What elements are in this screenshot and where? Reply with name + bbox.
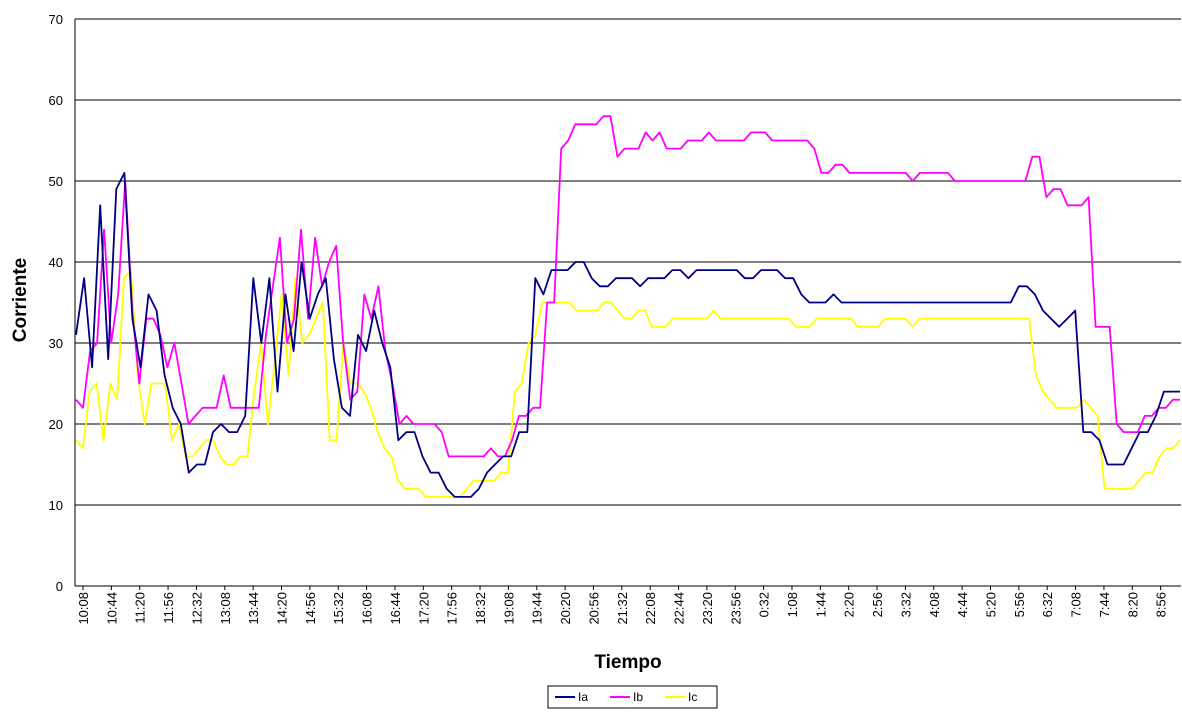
- y-tick-label: 50: [49, 174, 63, 189]
- x-tick-label: 4:44: [955, 592, 970, 617]
- x-tick-label: 13:08: [218, 592, 233, 625]
- legend-box: [547, 685, 718, 709]
- x-tick-label: 8:20: [1125, 592, 1140, 617]
- legend-label-ia: Ia: [578, 690, 588, 704]
- x-tick-label: 5:56: [1012, 592, 1027, 617]
- x-tick-label: 10:08: [76, 592, 91, 625]
- x-tick-label: 1:44: [813, 592, 828, 617]
- x-tick-label: 4:08: [927, 592, 942, 617]
- x-tick-label: 11:56: [161, 592, 176, 624]
- x-tick-label: 6:32: [1040, 592, 1055, 617]
- x-tick-label: 7:08: [1069, 592, 1084, 617]
- x-tick-label: 2:20: [842, 592, 857, 617]
- y-tick-label: 30: [49, 336, 63, 351]
- x-tick-label: 23:56: [728, 592, 743, 625]
- series-line-ia: [75, 171, 1180, 498]
- y-tick-label: 40: [49, 255, 63, 270]
- x-tick-label: 8:56: [1154, 592, 1169, 617]
- x-tick-label: 22:08: [643, 592, 658, 625]
- x-tick-label: 13:44: [246, 592, 261, 625]
- x-tick-label: 0:32: [757, 592, 772, 617]
- x-tick-label: 17:20: [416, 592, 431, 625]
- x-tick-label: 15:32: [331, 592, 346, 625]
- x-tick-label: 16:44: [388, 592, 403, 625]
- y-tick-label: 20: [49, 417, 63, 432]
- x-tick-label: 19:44: [530, 592, 545, 625]
- legend: Ia Ib Ic: [547, 685, 718, 709]
- x-tick-label: 17:56: [445, 592, 460, 625]
- y-tick-label: 0: [56, 579, 63, 594]
- x-tick-label: 7:44: [1097, 592, 1112, 617]
- x-tick-label: 14:20: [275, 592, 290, 625]
- x-tick-label: 21:32: [615, 592, 630, 625]
- y-tick-labels: 0 10 20 30 40 50 60 70: [49, 12, 63, 594]
- legend-label-ic: Ic: [688, 690, 697, 704]
- x-tick-label: 1:08: [785, 592, 800, 617]
- x-tick-label: 5:20: [983, 592, 998, 617]
- x-tick-label: 14:56: [303, 592, 318, 625]
- x-tick-label: 16:08: [360, 592, 375, 625]
- series-line-ib: [75, 115, 1180, 458]
- axes: [74, 19, 1181, 590]
- x-tick-label: 2:56: [870, 592, 885, 617]
- series-lines: [75, 115, 1181, 498]
- x-tick-label: 12:32: [189, 592, 204, 625]
- x-tick-label: 19:08: [501, 592, 516, 625]
- legend-label-ib: Ib: [633, 690, 643, 704]
- y-tick-label: 10: [49, 498, 63, 513]
- x-tick-label: 20:56: [586, 592, 601, 625]
- x-tick-label: 3:32: [898, 592, 913, 617]
- x-tick-label: 22:44: [672, 592, 687, 625]
- x-tick-label: 18:32: [473, 592, 488, 625]
- x-tick-label: 23:20: [700, 592, 715, 625]
- gridlines: [75, 18, 1181, 506]
- series-line-ic: [75, 269, 1181, 498]
- y-tick-label: 70: [49, 12, 63, 27]
- x-tick-labels: 10:08 10:44 11:20 11:56 12:32 13:08 13:44 14:20…: [76, 592, 1169, 625]
- y-axis-title: Corriente: [10, 258, 31, 342]
- x-tick-label: 10:44: [104, 592, 119, 625]
- x-tick-label: 20:20: [558, 592, 573, 625]
- x-tick-label: 11:20: [133, 592, 148, 624]
- y-tick-label: 60: [49, 93, 63, 108]
- x-axis-title: Tiempo: [594, 652, 661, 673]
